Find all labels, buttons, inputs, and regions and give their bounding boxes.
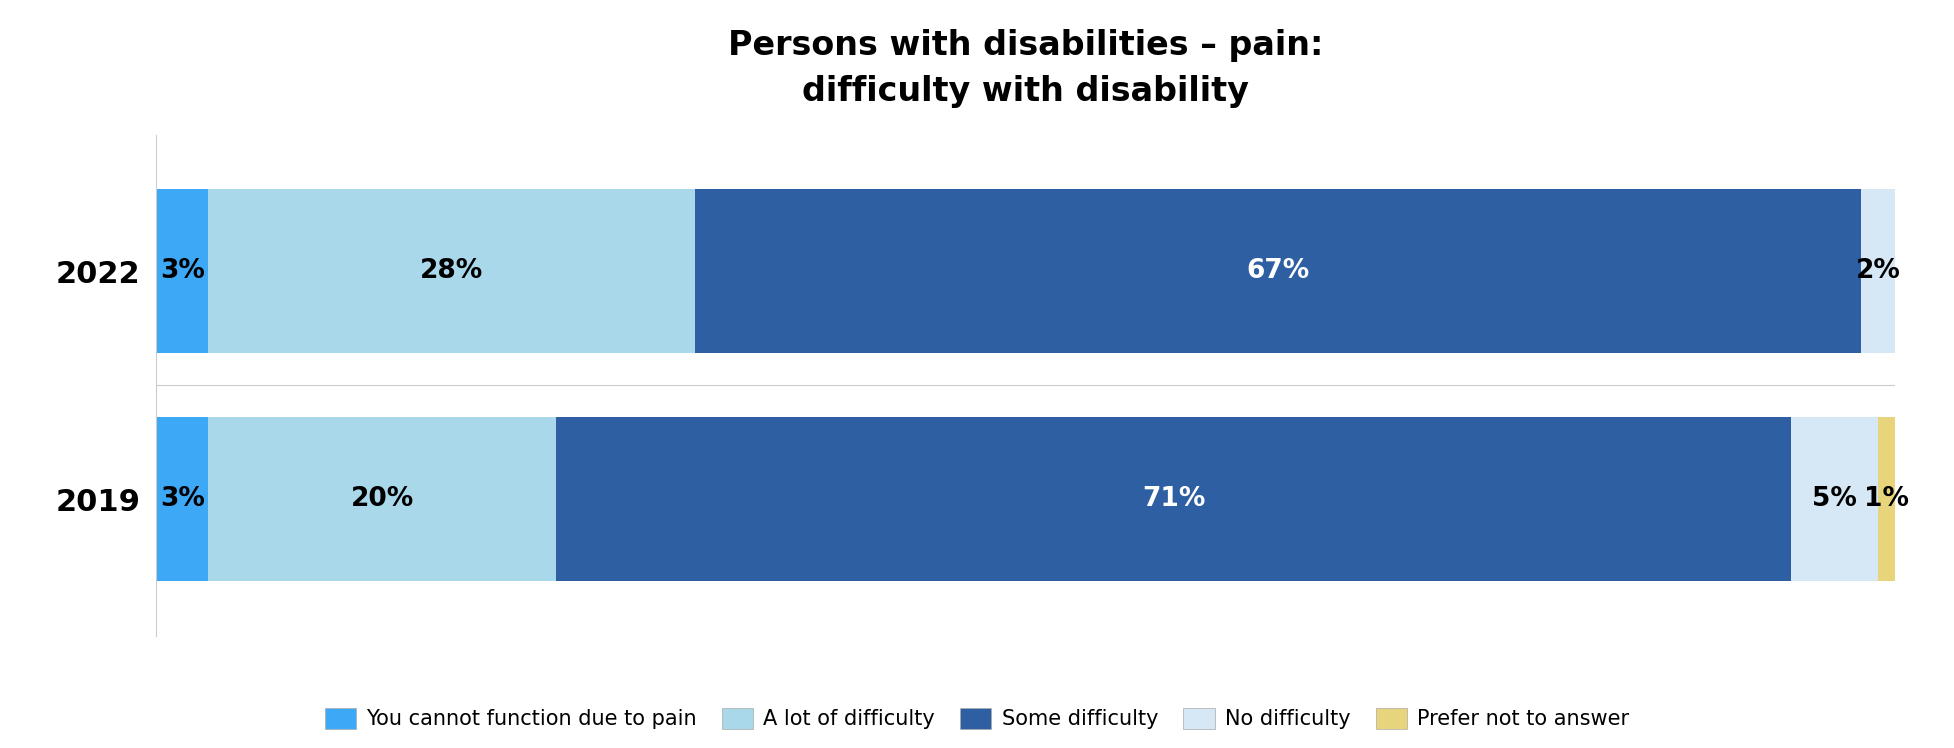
Text: 71%: 71% — [1141, 486, 1206, 512]
Bar — [156, 189, 209, 353]
Legend: You cannot function due to pain, A lot of difficulty, Some difficulty, No diffic: You cannot function due to pain, A lot o… — [317, 699, 1637, 738]
Text: 3%: 3% — [160, 258, 205, 284]
Title: Persons with disabilities – pain:
difficulty with disability: Persons with disabilities – pain: diffic… — [729, 29, 1323, 108]
Text: 5%: 5% — [1811, 486, 1856, 512]
Bar — [209, 189, 696, 353]
Text: 20%: 20% — [352, 486, 414, 512]
Text: 1%: 1% — [1864, 486, 1909, 512]
Bar — [696, 189, 1860, 353]
Bar — [209, 417, 557, 581]
Text: 28%: 28% — [420, 258, 483, 284]
Bar — [557, 417, 1792, 581]
Bar — [1792, 417, 1878, 581]
Bar — [156, 417, 209, 581]
Bar — [1878, 417, 1895, 581]
Text: 3%: 3% — [160, 486, 205, 512]
Text: 67%: 67% — [1247, 258, 1309, 284]
Text: 2%: 2% — [1856, 258, 1901, 284]
Bar — [1860, 189, 1895, 353]
